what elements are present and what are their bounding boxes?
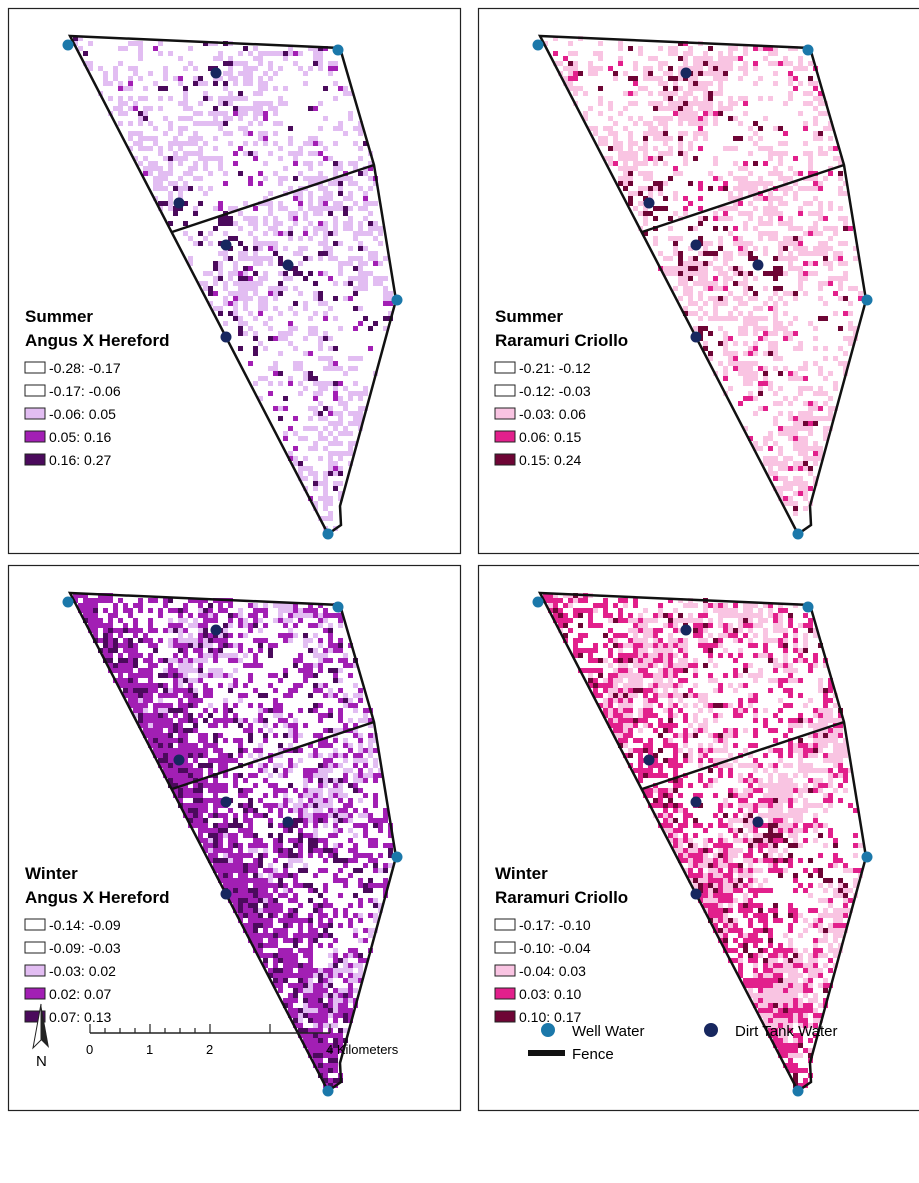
panel-season: Summer <box>25 307 93 326</box>
well-water <box>793 1086 804 1097</box>
dirt-tank-water <box>691 797 702 808</box>
dirt-tank-water <box>211 68 222 79</box>
panel-season: Summer <box>495 307 563 326</box>
legend-label: -0.06: 0.05 <box>49 406 116 422</box>
panel-breed: Angus X Hereford <box>25 331 170 350</box>
dirt-tank-water <box>211 625 222 636</box>
legend-label: 0.16: 0.27 <box>49 452 111 468</box>
well-water <box>63 40 74 51</box>
legend-label: 0.02: 0.07 <box>49 986 111 1002</box>
legend-label: 0.05: 0.16 <box>49 429 111 445</box>
legend-label: 0.03: 0.10 <box>519 986 581 1002</box>
legend-swatch <box>25 454 45 465</box>
legend-swatch <box>25 408 45 419</box>
well-water <box>533 40 544 51</box>
legend-fence-label: Fence <box>572 1046 614 1063</box>
legend-well <box>541 1023 555 1037</box>
legend-label: 0.06: 0.15 <box>519 429 581 445</box>
legend-label: 0.07: 0.13 <box>49 1009 111 1025</box>
legend-label: -0.12: -0.03 <box>519 383 591 399</box>
dirt-tank-water <box>691 889 702 900</box>
legend-label: -0.21: -0.12 <box>519 360 591 376</box>
well-water <box>63 597 74 608</box>
legend-swatch <box>495 431 515 442</box>
legend-swatch <box>495 942 515 953</box>
dirt-tank-water <box>221 889 232 900</box>
legend-label: 0.15: 0.24 <box>519 452 581 468</box>
well-water <box>333 602 344 613</box>
north-label: N <box>36 1053 47 1070</box>
scale-label: 0 <box>86 1042 93 1057</box>
legend-well-label: Well Water <box>572 1023 645 1040</box>
dirt-tank-water <box>691 240 702 251</box>
legend-swatch <box>25 942 45 953</box>
legend-label: -0.03: 0.06 <box>519 406 586 422</box>
dirt-tank-water <box>644 755 655 766</box>
legend-tank-label: Dirt Tank Water <box>735 1023 838 1040</box>
panel-breed: Raramuri Criollo <box>495 888 628 907</box>
dirt-tank-water <box>644 198 655 209</box>
figure: Summer Angus X Hereford -0.28: -0.17 -0.17:… <box>0 0 919 1183</box>
dirt-tank-water <box>283 817 294 828</box>
legend-swatch <box>25 385 45 396</box>
legend-label: -0.17: -0.06 <box>49 383 121 399</box>
well-water <box>392 295 403 306</box>
legend-fence <box>528 1050 565 1056</box>
well-water <box>323 529 334 540</box>
panel-breed: Angus X Hereford <box>25 888 170 907</box>
map-panel: Summer Raramuri Criollo -0.21: -0.12 -0.12:… <box>479 9 919 554</box>
cover-light <box>543 36 868 516</box>
dirt-tank-water <box>221 332 232 343</box>
legend-label: -0.03: 0.02 <box>49 963 116 979</box>
legend-tank <box>704 1023 718 1037</box>
legend-swatch <box>495 919 515 930</box>
legend-swatch <box>495 1011 515 1022</box>
panel-breed: Raramuri Criollo <box>495 331 628 350</box>
scale-label: 4 Kilometers <box>326 1042 399 1057</box>
map-panel: Winter Angus X Hereford -0.14: -0.09 -0.09:… <box>9 566 461 1111</box>
dirt-tank-water <box>753 260 764 271</box>
well-water <box>803 602 814 613</box>
dirt-tank-water <box>681 68 692 79</box>
panel-season: Winter <box>25 864 78 883</box>
legend-swatch <box>495 385 515 396</box>
dirt-tank-water <box>221 797 232 808</box>
map-panel: Summer Angus X Hereford -0.28: -0.17 -0.17:… <box>9 9 461 554</box>
legend-label: -0.17: -0.10 <box>519 917 591 933</box>
dirt-tank-water <box>221 240 232 251</box>
legend-swatch <box>495 408 515 419</box>
legend-label: -0.09: -0.03 <box>49 940 121 956</box>
dirt-tank-water <box>283 260 294 271</box>
panel-season: Winter <box>495 864 548 883</box>
dirt-tank-water <box>691 332 702 343</box>
dirt-tank-water <box>681 625 692 636</box>
legend-swatch <box>25 988 45 999</box>
well-water <box>862 295 873 306</box>
well-water <box>392 852 403 863</box>
legend-label: -0.04: 0.03 <box>519 963 586 979</box>
dirt-tank-water <box>174 198 185 209</box>
well-water <box>862 852 873 863</box>
well-water <box>803 45 814 56</box>
well-water <box>793 529 804 540</box>
legend-swatch <box>495 965 515 976</box>
legend-label: -0.14: -0.09 <box>49 917 121 933</box>
well-water <box>333 45 344 56</box>
scale-label: 1 <box>146 1042 153 1057</box>
scale-label: 2 <box>206 1042 213 1057</box>
dirt-tank-water <box>174 755 185 766</box>
legend-label: -0.28: -0.17 <box>49 360 121 376</box>
dirt-tank-water <box>753 817 764 828</box>
legend-swatch <box>25 362 45 373</box>
legend-swatch <box>25 919 45 930</box>
legend-label: -0.10: -0.04 <box>519 940 591 956</box>
legend-swatch <box>25 431 45 442</box>
legend-swatch <box>495 454 515 465</box>
well-water <box>533 597 544 608</box>
well-water <box>323 1086 334 1097</box>
legend-swatch <box>25 965 45 976</box>
legend-swatch <box>495 362 515 373</box>
legend-swatch <box>495 988 515 999</box>
